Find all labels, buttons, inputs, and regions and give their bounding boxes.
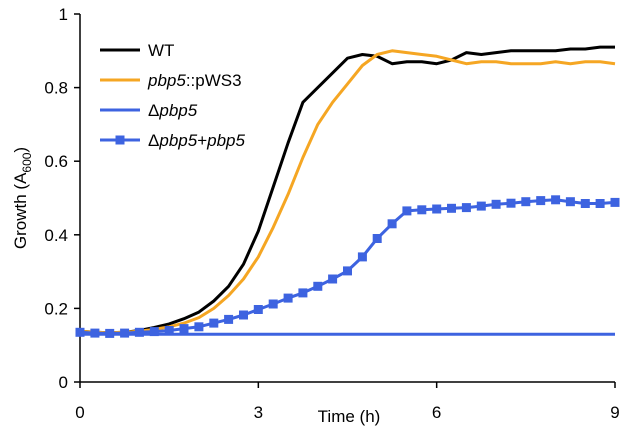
legend-label-delta-pbp5-plus-pbp5: Δpbp5+pbp5: [148, 131, 245, 150]
series-line-pbp5-pws3: [79, 49, 616, 335]
data-point-delta-pbp5-plus-pbp5: [179, 324, 189, 334]
legend-label-part: ::pWS3: [186, 71, 242, 90]
y-tick-label: 1: [59, 5, 68, 24]
x-tick-label: 6: [432, 403, 441, 422]
data-point-delta-pbp5-plus-pbp5: [536, 196, 546, 206]
x-tick-label: 0: [75, 403, 84, 422]
data-point-delta-pbp5-plus-pbp5: [224, 314, 234, 324]
y-tick-label: 0.8: [44, 79, 68, 98]
x-tick-label: 3: [254, 403, 263, 422]
data-point-delta-pbp5-plus-pbp5: [476, 201, 486, 211]
data-point-delta-pbp5-plus-pbp5: [447, 203, 456, 213]
data-point-delta-pbp5-plus-pbp5: [194, 322, 204, 332]
data-point-delta-pbp5-plus-pbp5: [417, 205, 427, 215]
y-axis-title-suffix: ): [11, 147, 30, 153]
data-point-delta-pbp5-plus-pbp5: [432, 204, 442, 214]
legend-label-part: Δ: [148, 131, 159, 150]
axes: 0 0.2 0.4 0.6 0.8 1 0 3 6 9: [44, 5, 619, 422]
data-point-delta-pbp5-plus-pbp5: [239, 310, 248, 320]
data-point-delta-pbp5-plus-pbp5: [402, 206, 412, 216]
data-point-delta-pbp5-plus-pbp5: [283, 293, 293, 303]
data-point-delta-pbp5-plus-pbp5: [372, 234, 382, 243]
y-axis-title-prefix: Growth (A: [11, 172, 30, 249]
legend-label-pbp5-pws3: pbp5::pWS3: [147, 71, 242, 90]
data-point-delta-pbp5-plus-pbp5: [357, 252, 367, 262]
y-axis-title-subscript: 600: [20, 152, 34, 172]
y-axis-title: Growth (A600): [11, 147, 34, 249]
legend-label-part: pbp5: [158, 131, 197, 150]
data-point-delta-pbp5-plus-pbp5: [164, 326, 174, 335]
data-point-delta-pbp5-plus-pbp5: [209, 318, 219, 328]
legend-label-wt: WT: [148, 41, 174, 60]
data-point-delta-pbp5-plus-pbp5: [134, 327, 144, 337]
data-point-delta-pbp5-plus-pbp5: [343, 266, 352, 276]
data-point-delta-pbp5-plus-pbp5: [595, 199, 605, 208]
data-point-delta-pbp5-plus-pbp5: [268, 299, 278, 309]
series-line-wt: [79, 45, 615, 335]
data-point-delta-pbp5-plus-pbp5: [461, 203, 471, 213]
data-point-delta-pbp5-plus-pbp5: [75, 327, 85, 337]
y-tick-label: 0.4: [44, 226, 68, 245]
data-point-delta-pbp5-plus-pbp5: [149, 327, 159, 337]
data-point-delta-pbp5-plus-pbp5: [120, 328, 130, 338]
legend-marker-delta-pbp5-plus-pbp5: [115, 135, 125, 145]
plot-area: [75, 45, 620, 338]
data-point-delta-pbp5-plus-pbp5: [506, 198, 516, 208]
legend-label-part: pbp5: [158, 101, 197, 120]
x-axis-title: Time (h): [318, 407, 381, 426]
data-point-delta-pbp5-plus-pbp5: [551, 195, 561, 205]
legend-label-part: Δ: [148, 101, 159, 120]
data-point-delta-pbp5-plus-pbp5: [298, 288, 308, 298]
legend-label-part: pbp5: [206, 131, 245, 150]
y-tick-label: 0.6: [44, 152, 68, 171]
y-tick-label: 0: [59, 373, 68, 392]
data-point-delta-pbp5-plus-pbp5: [580, 199, 590, 208]
data-point-delta-pbp5-plus-pbp5: [610, 197, 620, 207]
data-point-delta-pbp5-plus-pbp5: [253, 305, 263, 314]
legend-label-part: pbp5: [147, 71, 186, 90]
legend-label-part: WT: [148, 41, 174, 60]
data-point-delta-pbp5-plus-pbp5: [521, 197, 531, 207]
data-point-delta-pbp5-plus-pbp5: [90, 328, 100, 338]
legend-label-part: +: [197, 131, 207, 150]
data-point-delta-pbp5-plus-pbp5: [328, 274, 338, 284]
data-point-delta-pbp5-plus-pbp5: [565, 197, 575, 207]
data-point-delta-pbp5-plus-pbp5: [105, 328, 115, 338]
y-tick-label: 0.2: [44, 299, 68, 318]
legend-label-delta-pbp5: Δpbp5: [148, 101, 198, 120]
data-point-delta-pbp5-plus-pbp5: [313, 281, 323, 291]
x-tick-label: 9: [610, 403, 619, 422]
data-point-delta-pbp5-plus-pbp5: [387, 219, 397, 229]
data-point-delta-pbp5-plus-pbp5: [491, 199, 501, 209]
